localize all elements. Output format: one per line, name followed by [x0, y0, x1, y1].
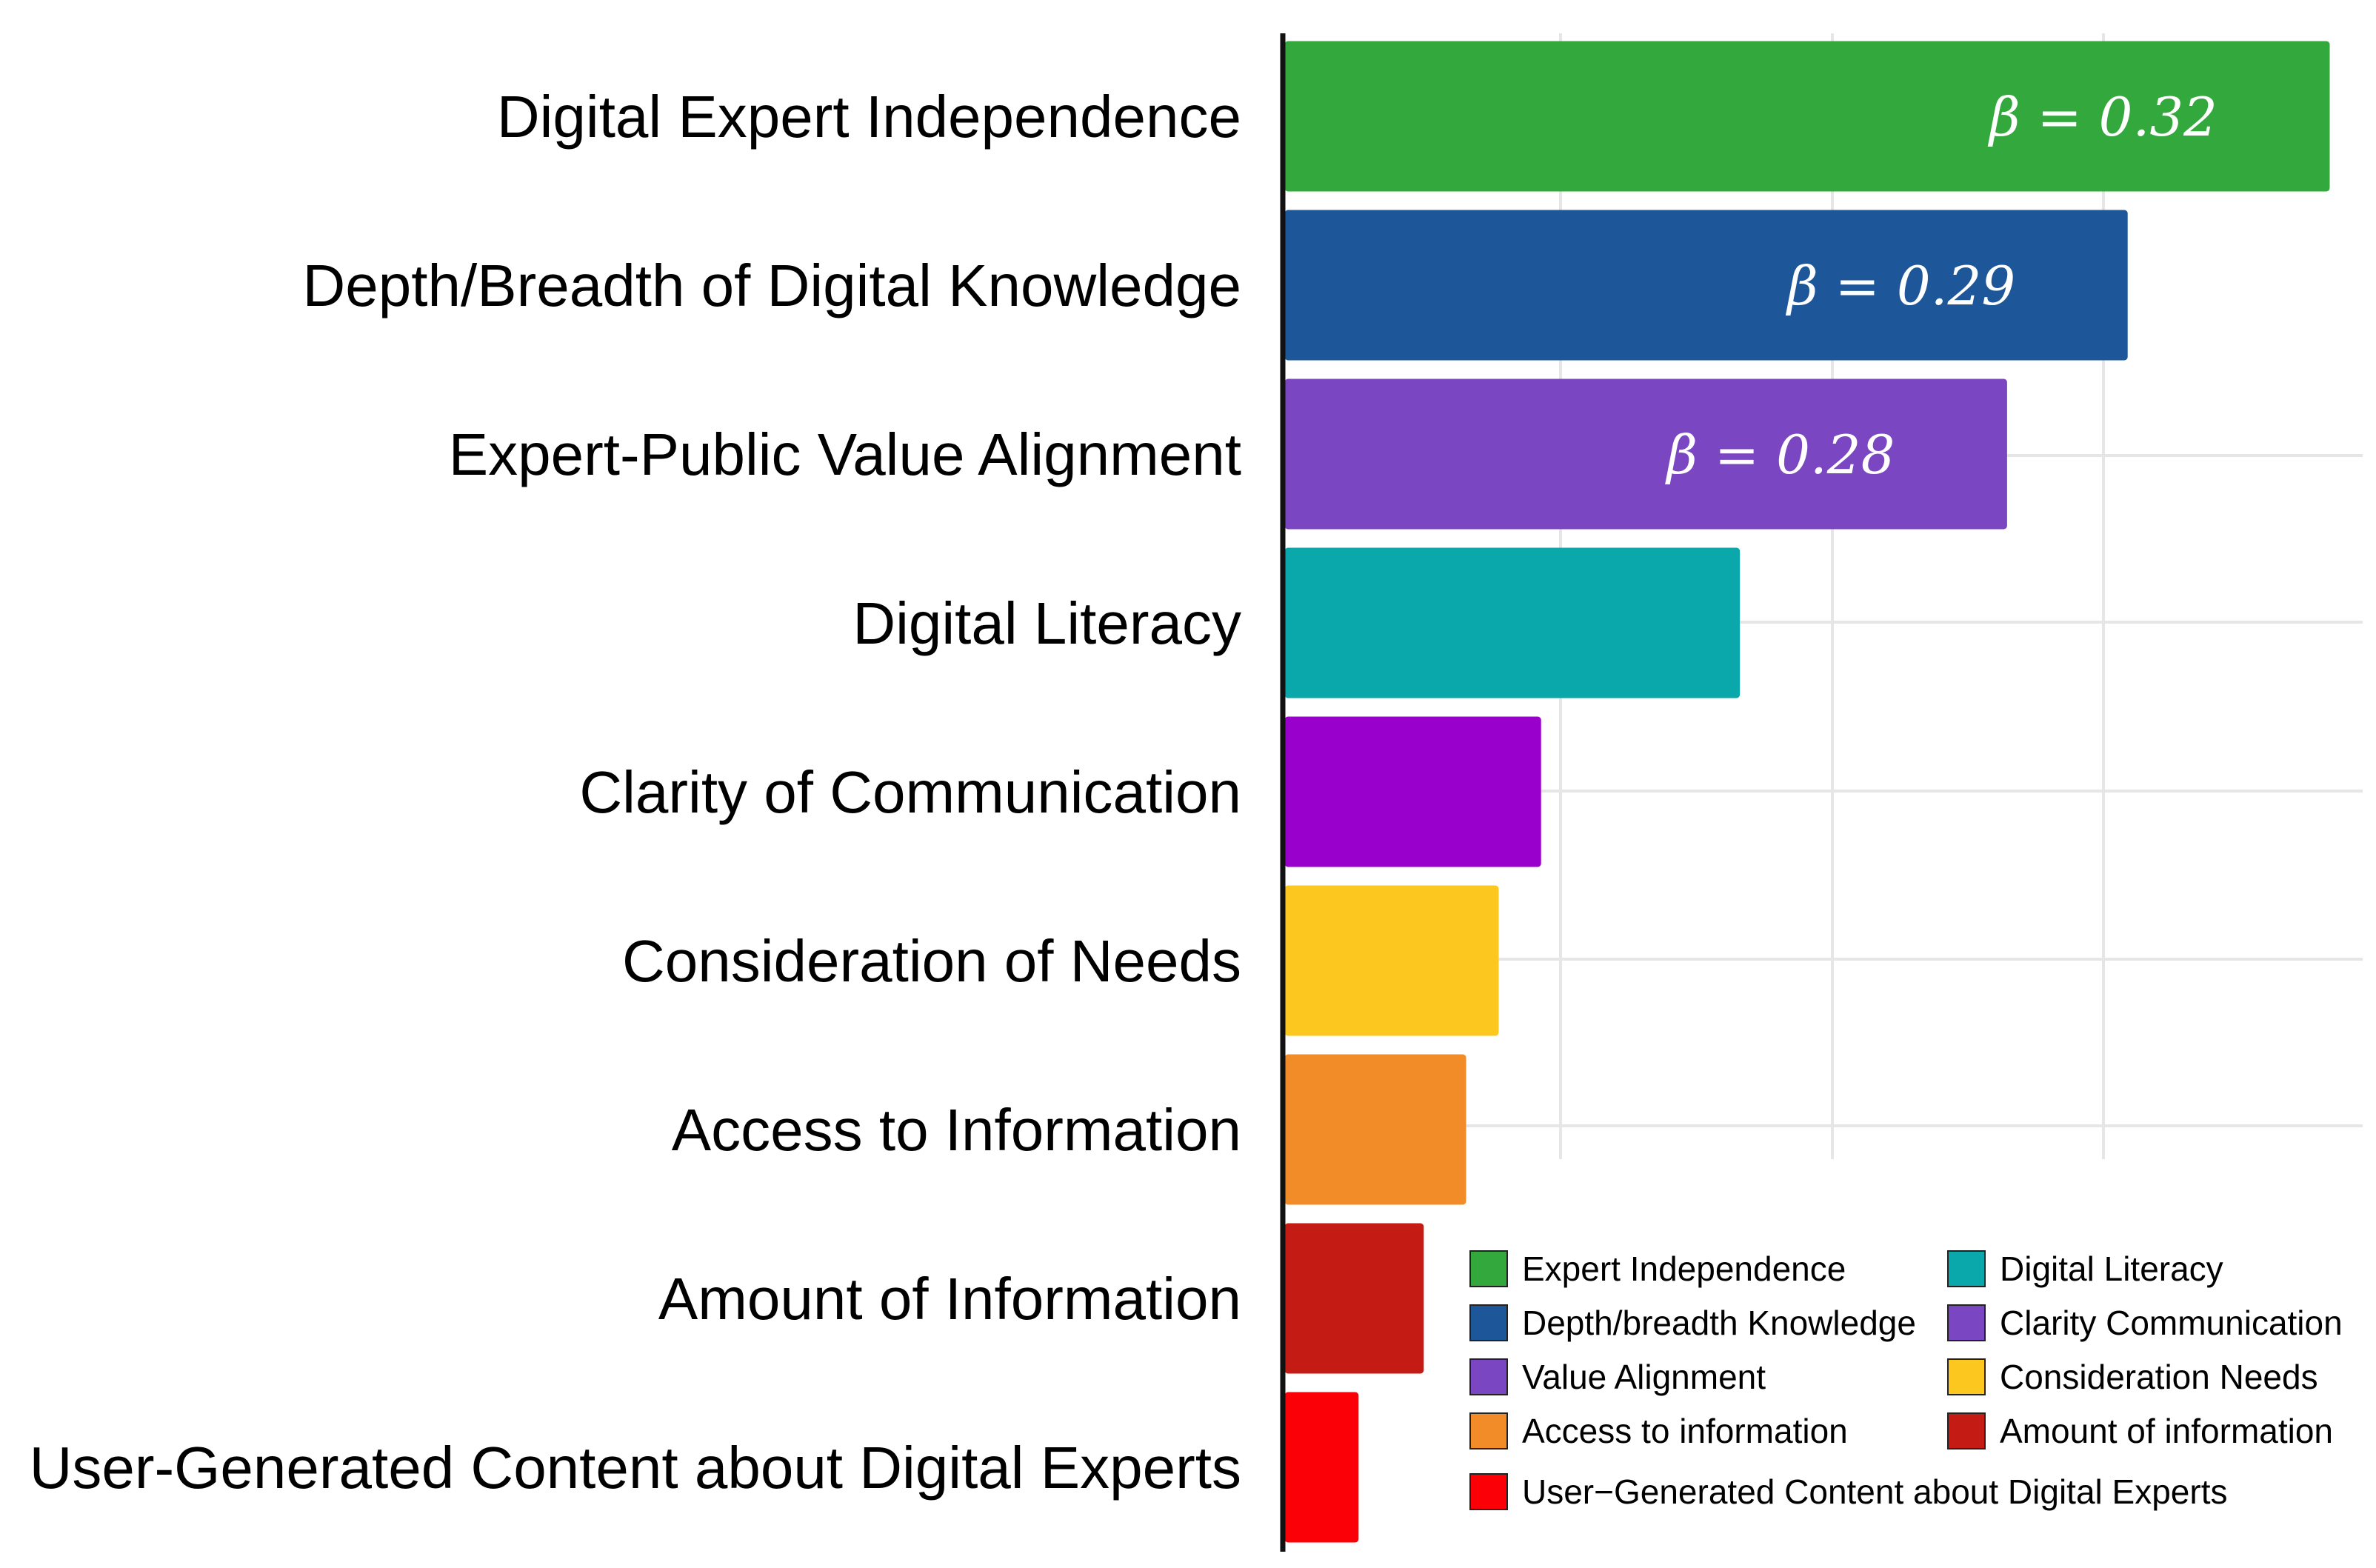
- legend-swatch-7: [1947, 1412, 1986, 1449]
- data-label-0: β = 0.32: [1987, 86, 2218, 148]
- legend-swatch-4: [1469, 1358, 1508, 1395]
- legend-swatch-8: [1469, 1473, 1508, 1510]
- legend-label-0: Expert Independence: [1522, 1250, 1846, 1288]
- data-labels: β = 0.32 β = 0.29 β = 0.28: [1664, 86, 2218, 486]
- bar-1: [1284, 210, 2128, 361]
- legend-swatch-5: [1947, 1358, 1986, 1395]
- category-label-2: Expert-Public Value Alignment: [449, 421, 1241, 487]
- legend-swatch-1: [1947, 1250, 1986, 1287]
- category-labels: Digital Expert Independence Depth/Breadth…: [30, 84, 1241, 1501]
- category-label-8: User-Generated Content about Digital Exp…: [30, 1435, 1241, 1501]
- category-label-0: Digital Expert Independence: [497, 84, 1241, 150]
- category-label-4: Clarity of Communication: [579, 759, 1241, 825]
- legend-label-3: Clarity Communication: [2000, 1304, 2343, 1342]
- bar-2: [1284, 378, 2007, 530]
- bar-5: [1284, 885, 1499, 1036]
- legend-label-5: Consideration Needs: [2000, 1358, 2318, 1396]
- bar-8: [1284, 1392, 1359, 1543]
- bar-3: [1284, 547, 1741, 698]
- category-label-3: Digital Literacy: [852, 590, 1241, 656]
- bar-6: [1284, 1054, 1466, 1205]
- legend: Expert Independence Digital Literacy Depth…: [1433, 1222, 2374, 1548]
- legend-label-2: Depth/breadth Knowledge: [1522, 1304, 1916, 1342]
- legend-label-7: Amount of information: [2000, 1412, 2333, 1450]
- bars: [1284, 41, 2330, 1543]
- category-label-6: Access to Information: [672, 1097, 1241, 1163]
- legend-label-4: Value Alignment: [1522, 1358, 1766, 1396]
- category-label-1: Depth/Breadth of Digital Knowledge: [303, 253, 1241, 318]
- legend-swatch-3: [1947, 1304, 1986, 1341]
- legend-label-8: User−Generated Content about Digital Exp…: [1522, 1472, 2227, 1511]
- category-label-5: Consideration of Needs: [622, 928, 1241, 994]
- category-label-7: Amount of Information: [658, 1266, 1241, 1332]
- data-label-1: β = 0.29: [1785, 255, 2015, 317]
- legend-swatch-0: [1469, 1250, 1508, 1287]
- legend-swatch-2: [1469, 1304, 1508, 1341]
- bar-0: [1284, 41, 2330, 192]
- legend-label-1: Digital Literacy: [2000, 1250, 2223, 1288]
- legend-label-6: Access to information: [1522, 1412, 1848, 1450]
- legend-swatch-6: [1469, 1412, 1508, 1449]
- bar-4: [1284, 716, 1541, 867]
- data-label-2: β = 0.28: [1664, 424, 1895, 486]
- bar-7: [1284, 1223, 1424, 1374]
- legend-background: [1433, 1222, 2374, 1548]
